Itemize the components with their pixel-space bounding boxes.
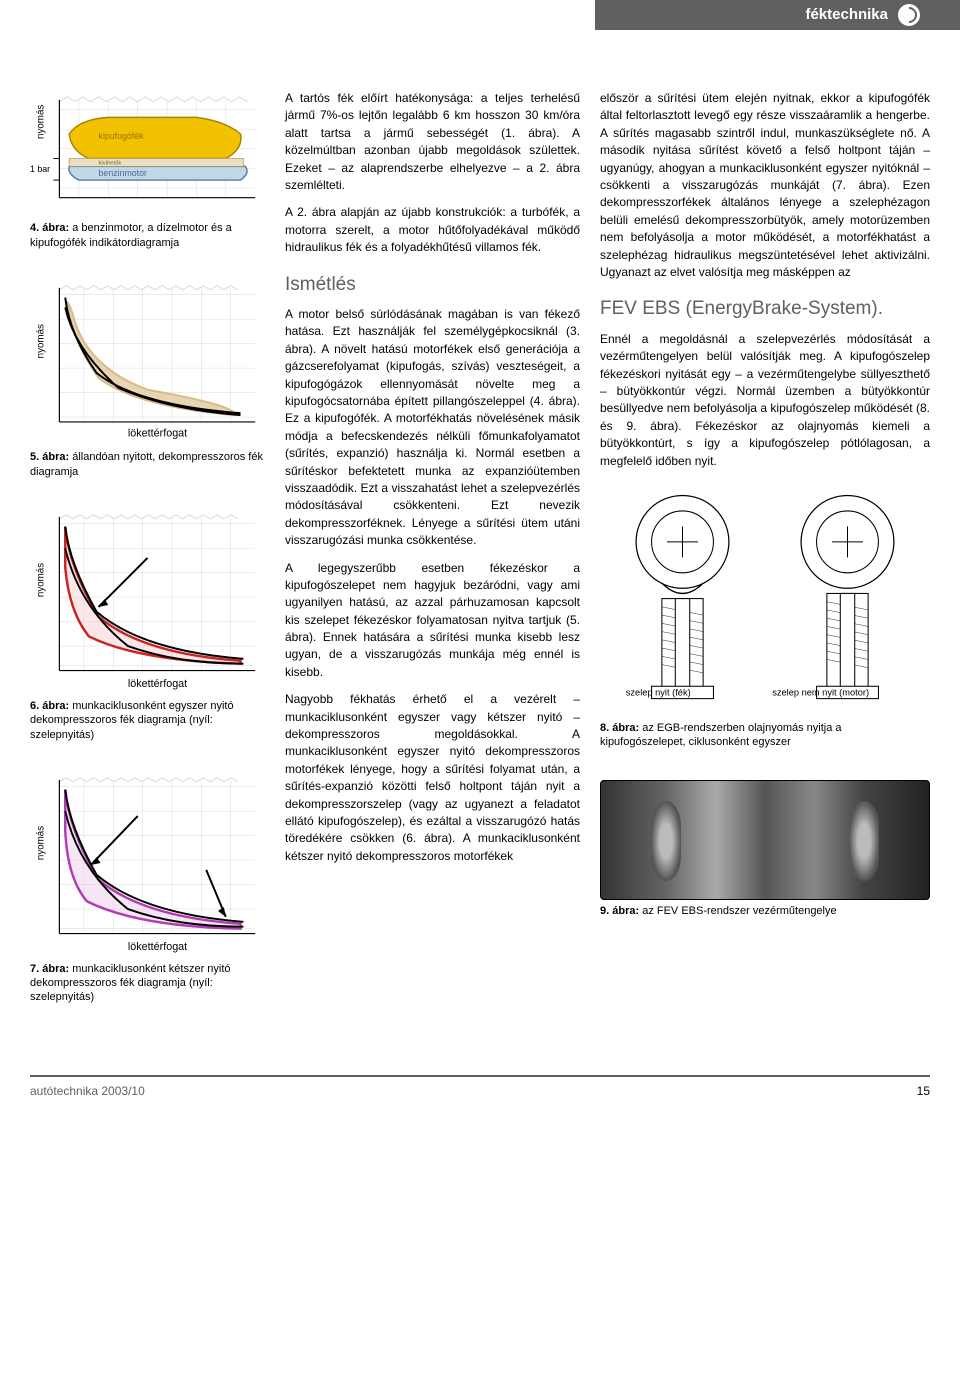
fig8-label-right: szelep nem nyit (motor) <box>772 688 869 698</box>
footer-page-number: 15 <box>917 1083 930 1100</box>
page-footer: autótechnika 2003/10 15 <box>30 1075 930 1100</box>
banner-logo-icon <box>898 4 920 26</box>
figure-8: szelep nyit (fék) <box>600 480 930 750</box>
fig6-caption: 6. ábra: munkaciklusonként egyszer nyitó… <box>30 699 265 742</box>
mid-p3: A motor belső súrlódásának magában is va… <box>285 306 580 549</box>
fig6-xlabel: lökettérfogat <box>128 678 187 690</box>
fig9-caption: 9. ábra: az FEV EBS-rendszer vezérműteng… <box>600 904 930 918</box>
category-label: féktechnika <box>805 4 888 26</box>
fig6-caption-bold: 6. ábra: <box>30 700 69 712</box>
fig9-caption-text: az FEV EBS-rendszer vezérműtengelye <box>639 905 836 917</box>
fig8-label-left: szelep nyit (fék) <box>626 688 691 698</box>
right-p1: először a sűrítési ütem elején nyitnak, … <box>600 90 930 281</box>
fig8-caption: 8. ábra: az EGB-rendszerben olajnyomás n… <box>600 721 930 750</box>
fig4-caption: 4. ábra: a benzinmotor, a dízelmotor és … <box>30 221 265 250</box>
fig4-svg: kipufogófék kivihetők benzinmotor 1 bar … <box>30 90 265 217</box>
fig6-svg: nyomás lökettérfogat <box>30 509 265 695</box>
fig4-ybar: 1 bar <box>30 164 50 174</box>
fig8-caption-bold: 8. ábra: <box>600 722 639 734</box>
fig6-ylabel: nyomás <box>36 563 47 597</box>
fig7-caption: 7. ábra: munkaciklusonként kétszer nyitó… <box>30 962 265 1005</box>
fig7-xlabel: lökettérfogat <box>128 941 187 953</box>
figure-7: nyomás lökettérfogat 7. ábra: munkaciklu… <box>30 772 265 1005</box>
right-heading-fev: FEV EBS (EnergyBrake-System). <box>600 295 930 323</box>
footer-issue: autótechnika 2003/10 <box>30 1083 145 1100</box>
figure-9: 9. ábra: az FEV EBS-rendszer vezérműteng… <box>600 780 930 918</box>
fig5-caption-bold: 5. ábra: <box>30 451 69 463</box>
fig7-ylabel: nyomás <box>36 826 47 860</box>
fig4-caption-bold: 4. ábra: <box>30 222 69 234</box>
mid-p2: A 2. ábra alapján az újabb konstrukciók:… <box>285 204 580 256</box>
fig4-ylabel: nyomás <box>36 105 47 139</box>
figure-6: nyomás lökettérfogat 6. ábra: munkaciklu… <box>30 509 265 742</box>
figure-4: kipufogófék kivihetők benzinmotor 1 bar … <box>30 90 265 250</box>
fig5-caption: 5. ábra: állandóan nyitott, dekompresszo… <box>30 450 265 479</box>
fig5-xlabel: lökettérfogat <box>128 428 187 440</box>
svg-text:kivihetők: kivihetők <box>99 160 122 166</box>
fig9-caption-bold: 9. ábra: <box>600 905 639 917</box>
fig7-caption-bold: 7. ábra: <box>30 963 69 975</box>
mid-p1: A tartós fék előírt hatékonysága: a telj… <box>285 90 580 194</box>
fig4-legend-top: kipufogófék <box>99 131 145 141</box>
right-p2: Ennél a megoldásnál a szelepvezérlés mód… <box>600 331 930 470</box>
fig5-svg: nyomás lökettérfogat <box>30 280 265 446</box>
figure-5: nyomás lökettérfogat 5. ábra: állandóan … <box>30 280 265 479</box>
fig7-svg: nyomás lökettérfogat <box>30 772 265 958</box>
fig8-svg: szelep nyit (fék) <box>600 480 930 717</box>
mid-p5: Nagyobb fékhatás érhető el a vezérelt – … <box>285 691 580 865</box>
mid-p4: A legegyszerűbb esetben fékezéskor a kip… <box>285 560 580 682</box>
fig4-legend-bottom: benzinmotor <box>99 168 147 178</box>
mid-heading-ismetles: Ismétlés <box>285 271 580 299</box>
fig5-ylabel: nyomás <box>36 324 47 358</box>
category-banner: féktechnika <box>0 0 960 30</box>
fig9-camshaft-image <box>600 780 930 900</box>
